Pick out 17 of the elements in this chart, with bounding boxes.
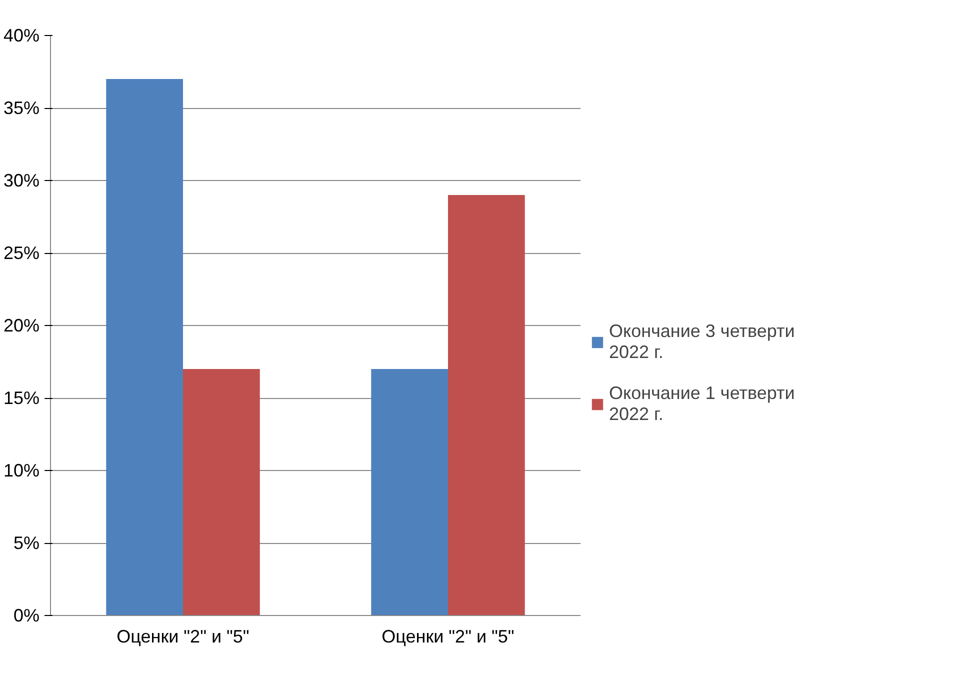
y-tick-label: 30% xyxy=(3,170,40,190)
legend-label: Окончание 3 четверти 2022 г. xyxy=(609,321,795,363)
x-tick-label: Оценки "2" и "5" xyxy=(382,626,514,646)
y-tick-label: 10% xyxy=(3,460,40,480)
legend-label: Окончание 1 четверти 2022 г. xyxy=(609,383,795,425)
y-tick-label: 15% xyxy=(3,388,40,408)
x-tick-label: Оценки "2" и "5" xyxy=(116,626,250,646)
bar xyxy=(106,79,183,616)
bar xyxy=(448,195,525,616)
y-tick-label: 0% xyxy=(13,606,40,626)
bar xyxy=(371,369,448,616)
y-tick-label: 20% xyxy=(3,316,40,336)
y-tick-label: 35% xyxy=(3,98,40,118)
y-tick-label: 40% xyxy=(3,26,40,46)
bar xyxy=(183,369,260,616)
y-tick-label: 25% xyxy=(3,243,40,263)
y-tick-label: 5% xyxy=(13,533,40,553)
